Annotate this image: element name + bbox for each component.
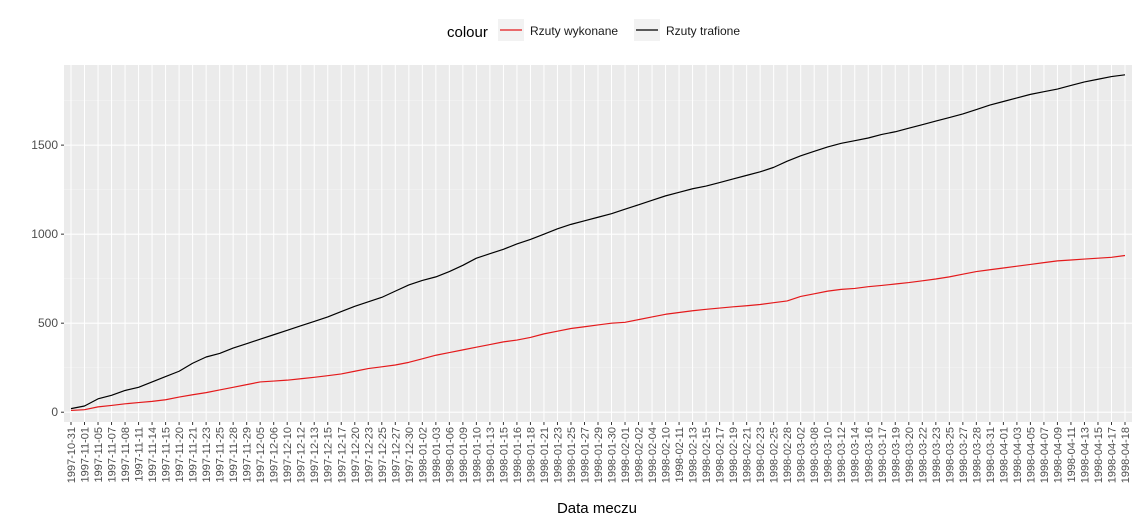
legend-title: colour: [447, 24, 488, 41]
x-tick-label: 1998-01-06: [444, 427, 456, 483]
legend-label-rzuty-trafione: Rzuty trafione: [666, 24, 740, 38]
x-tick-label: 1998-02-10: [661, 427, 673, 483]
x-tick-label: 1998-03-22: [917, 427, 929, 483]
x-axis: 1997-10-31 1997-11-01 1997-11-05 1997-11-07…: [66, 422, 1132, 483]
x-tick-label: 1997-11-21: [188, 427, 200, 482]
x-tick-label: 1998-04-03: [1012, 427, 1024, 483]
x-tick-label: 1997-11-01: [80, 427, 92, 482]
x-tick-label: 1998-01-16: [512, 427, 524, 483]
x-tick-label: 1998-03-19: [890, 427, 902, 483]
x-tick-label: 1998-03-10: [823, 427, 835, 483]
x-tick-label: 1997-12-30: [404, 427, 416, 483]
x-tick-label: 1998-02-28: [782, 427, 794, 483]
x-tick-label: 1998-02-04: [647, 427, 659, 483]
x-tick-label: 1998-01-25: [566, 427, 578, 483]
x-tick-label: 1998-04-18: [1120, 427, 1132, 483]
x-axis-title: Data meczu: [557, 500, 637, 517]
x-tick-label: 1998-03-25: [944, 427, 956, 483]
series-line-rzuty-trafione: [70, 74, 1126, 410]
legend-label-rzuty-wykonane: Rzuty wykonane: [530, 24, 618, 38]
x-tick-label: 1998-03-02: [796, 427, 808, 483]
x-tick-label: 1998-03-12: [836, 427, 848, 483]
x-tick-label: 1998-01-18: [525, 427, 537, 483]
x-tick-label: 1997-11-11: [134, 427, 146, 482]
x-tick-label: 1997-12-06: [269, 427, 281, 483]
x-tick-label: 1998-01-09: [458, 427, 470, 483]
x-tick-label: 1998-02-23: [755, 427, 767, 483]
x-tick-label: 1998-04-11: [1066, 427, 1078, 482]
x-tick-label: 1997-11-05: [93, 427, 105, 482]
x-tick-label: 1998-01-15: [498, 427, 510, 483]
legend: colour Rzuty wykonane Rzuty trafione: [447, 19, 740, 41]
x-tick-label: 1998-02-25: [769, 427, 781, 483]
x-tick-label: 1998-04-05: [1025, 427, 1037, 483]
x-tick-label: 1998-02-13: [688, 427, 700, 483]
x-tick-label: 1997-11-29: [242, 427, 254, 482]
x-tick-label: 1998-01-10: [471, 427, 483, 483]
y-tick-label: 500: [38, 316, 58, 330]
x-tick-label: 1997-12-13: [309, 427, 321, 483]
x-tick-label: 1998-01-27: [579, 427, 591, 483]
x-tick-label: 1997-10-31: [66, 427, 78, 483]
x-tick-label: 1997-12-20: [350, 427, 362, 483]
x-tick-label: 1998-01-21: [539, 427, 551, 483]
x-tick-label: 1998-03-08: [809, 427, 821, 483]
x-tick-label: 1997-11-25: [215, 427, 227, 482]
x-tick-label: 1997-12-05: [255, 427, 267, 483]
x-tick-label: 1997-12-15: [323, 427, 335, 483]
x-tick-label: 1998-03-28: [971, 427, 983, 483]
x-tick-label: 1997-12-17: [336, 427, 348, 483]
x-tick-label: 1997-12-23: [363, 427, 375, 483]
x-tick-label: 1997-12-10: [282, 427, 294, 483]
x-tick-label: 1998-01-30: [607, 427, 619, 483]
y-tick-label: 0: [51, 405, 58, 419]
x-tick-label: 1998-01-13: [485, 427, 497, 483]
x-tick-label: 1998-03-20: [904, 427, 916, 483]
x-tick-label: 1998-03-17: [877, 427, 889, 483]
y-tick-label: 1000: [31, 227, 58, 241]
x-tick-label: 1998-02-17: [715, 427, 727, 483]
series-lines: [70, 74, 1126, 412]
x-tick-label: 1998-04-07: [1039, 427, 1051, 483]
x-tick-label: 1998-01-03: [431, 427, 443, 483]
x-tick-label: 1998-02-02: [634, 427, 646, 483]
x-tick-label: 1998-01-23: [552, 427, 564, 483]
series-line-rzuty-wykonane: [70, 254, 1126, 412]
x-tick-label: 1997-11-20: [174, 427, 186, 482]
y-axis: 0 500 1000 1500: [31, 138, 64, 419]
x-tick-label: 1998-04-01: [998, 427, 1010, 483]
y-tick-label: 1500: [31, 138, 58, 152]
x-tick-label: 1998-04-09: [1052, 427, 1064, 483]
x-tick-label: 1998-04-17: [1106, 427, 1118, 483]
x-tick-label: 1998-02-11: [674, 427, 686, 482]
x-tick-label: 1998-02-21: [742, 427, 754, 483]
x-tick-label: 1998-02-01: [620, 427, 632, 483]
x-tick-label: 1998-04-13: [1079, 427, 1091, 483]
x-tick-label: 1998-03-27: [958, 427, 970, 483]
x-tick-label: 1997-12-25: [377, 427, 389, 483]
x-tick-label: 1997-11-07: [107, 427, 119, 482]
x-tick-label: 1998-01-02: [417, 427, 429, 483]
x-tick-label: 1997-11-15: [161, 427, 173, 482]
x-tick-label: 1998-03-31: [985, 427, 997, 483]
x-tick-label: 1998-01-29: [593, 427, 605, 483]
x-tick-label: 1998-04-15: [1093, 427, 1105, 483]
x-tick-label: 1997-11-28: [228, 427, 240, 482]
x-tick-label: 1997-11-23: [201, 427, 213, 482]
x-tick-label: 1998-02-19: [728, 427, 740, 483]
x-tick-label: 1997-11-14: [147, 427, 159, 482]
x-tick-label: 1997-12-27: [390, 427, 402, 483]
x-tick-label: 1997-12-12: [296, 427, 308, 483]
x-tick-label: 1998-02-15: [701, 427, 713, 483]
x-tick-label: 1998-03-14: [850, 427, 862, 483]
x-tick-label: 1998-03-16: [863, 427, 875, 483]
x-tick-label: 1997-11-08: [120, 427, 132, 482]
x-tick-label: 1998-03-23: [931, 427, 943, 483]
grid-major: [64, 65, 1132, 422]
